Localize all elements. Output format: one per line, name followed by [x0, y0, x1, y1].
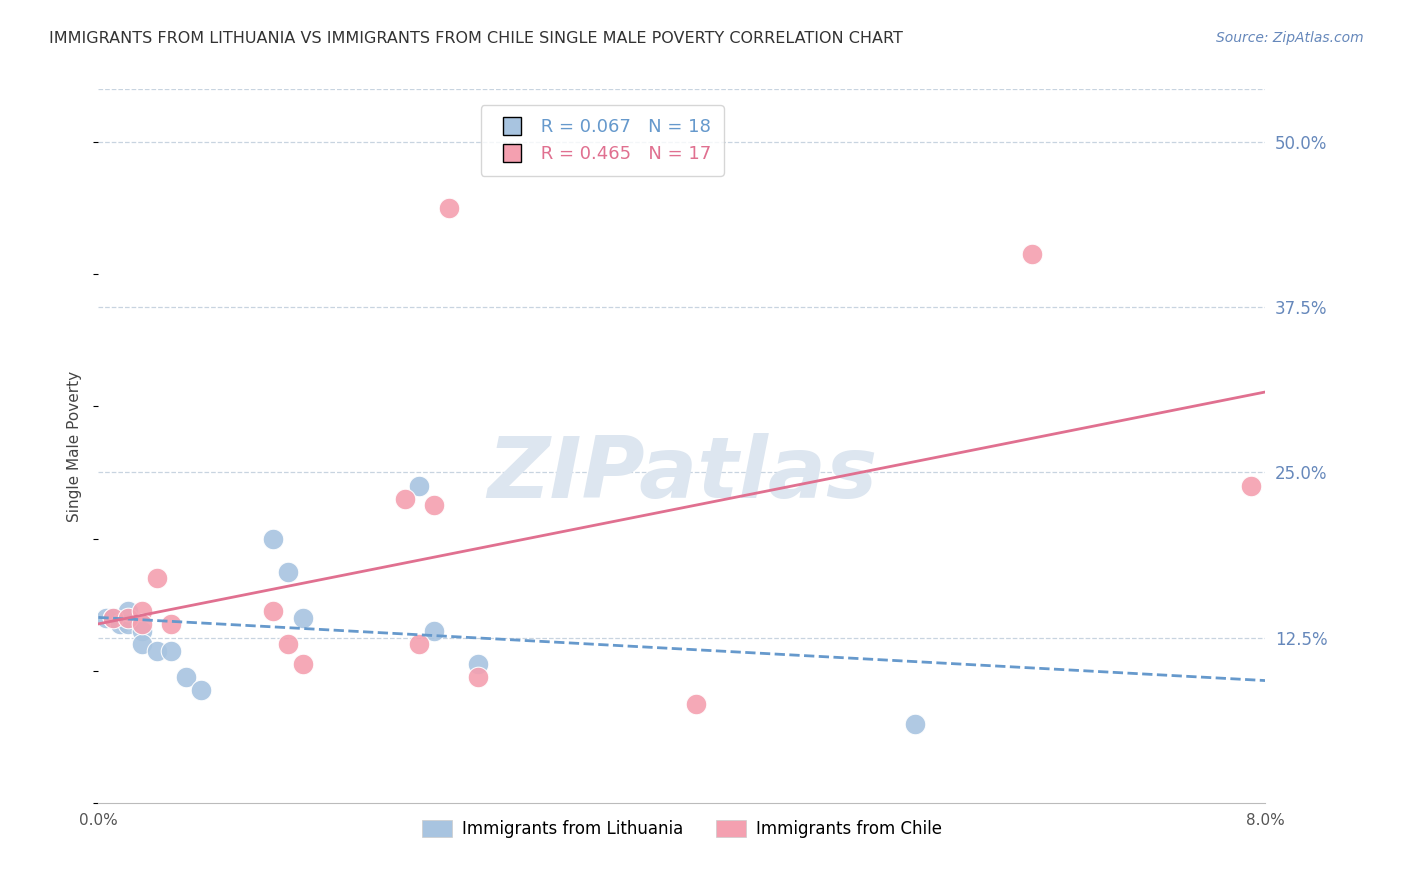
Point: [160, 617, 183, 632]
Point: [190, 683, 212, 698]
Point: [467, 670, 489, 684]
Point: [437, 201, 460, 215]
Point: [262, 604, 284, 618]
Text: ZIPatlas: ZIPatlas: [486, 433, 877, 516]
Point: [394, 491, 416, 506]
Point: [101, 611, 124, 625]
Point: [408, 478, 430, 492]
Legend: Immigrants from Lithuania, Immigrants from Chile: Immigrants from Lithuania, Immigrants fr…: [415, 813, 949, 845]
Point: [146, 571, 169, 585]
Point: [291, 657, 314, 671]
Point: [131, 604, 153, 618]
Point: [94, 611, 117, 625]
Point: [423, 624, 446, 638]
Point: [408, 637, 430, 651]
Point: [291, 611, 314, 625]
Point: [262, 532, 284, 546]
Point: [904, 716, 927, 731]
Point: [110, 617, 132, 632]
Point: [117, 617, 139, 632]
Point: [160, 644, 183, 658]
Point: [174, 670, 197, 684]
Point: [685, 697, 707, 711]
Point: [277, 637, 299, 651]
Point: [131, 637, 153, 651]
Point: [146, 644, 169, 658]
Point: [131, 624, 153, 638]
Point: [117, 611, 139, 625]
Point: [423, 499, 446, 513]
Point: [101, 611, 124, 625]
Point: [277, 565, 299, 579]
Point: [131, 617, 153, 632]
Y-axis label: Single Male Poverty: Single Male Poverty: [67, 370, 83, 522]
Text: Source: ZipAtlas.com: Source: ZipAtlas.com: [1216, 31, 1364, 45]
Point: [1021, 247, 1043, 261]
Point: [1240, 478, 1263, 492]
Point: [467, 657, 489, 671]
Text: IMMIGRANTS FROM LITHUANIA VS IMMIGRANTS FROM CHILE SINGLE MALE POVERTY CORRELATI: IMMIGRANTS FROM LITHUANIA VS IMMIGRANTS …: [49, 31, 903, 46]
Point: [117, 604, 139, 618]
